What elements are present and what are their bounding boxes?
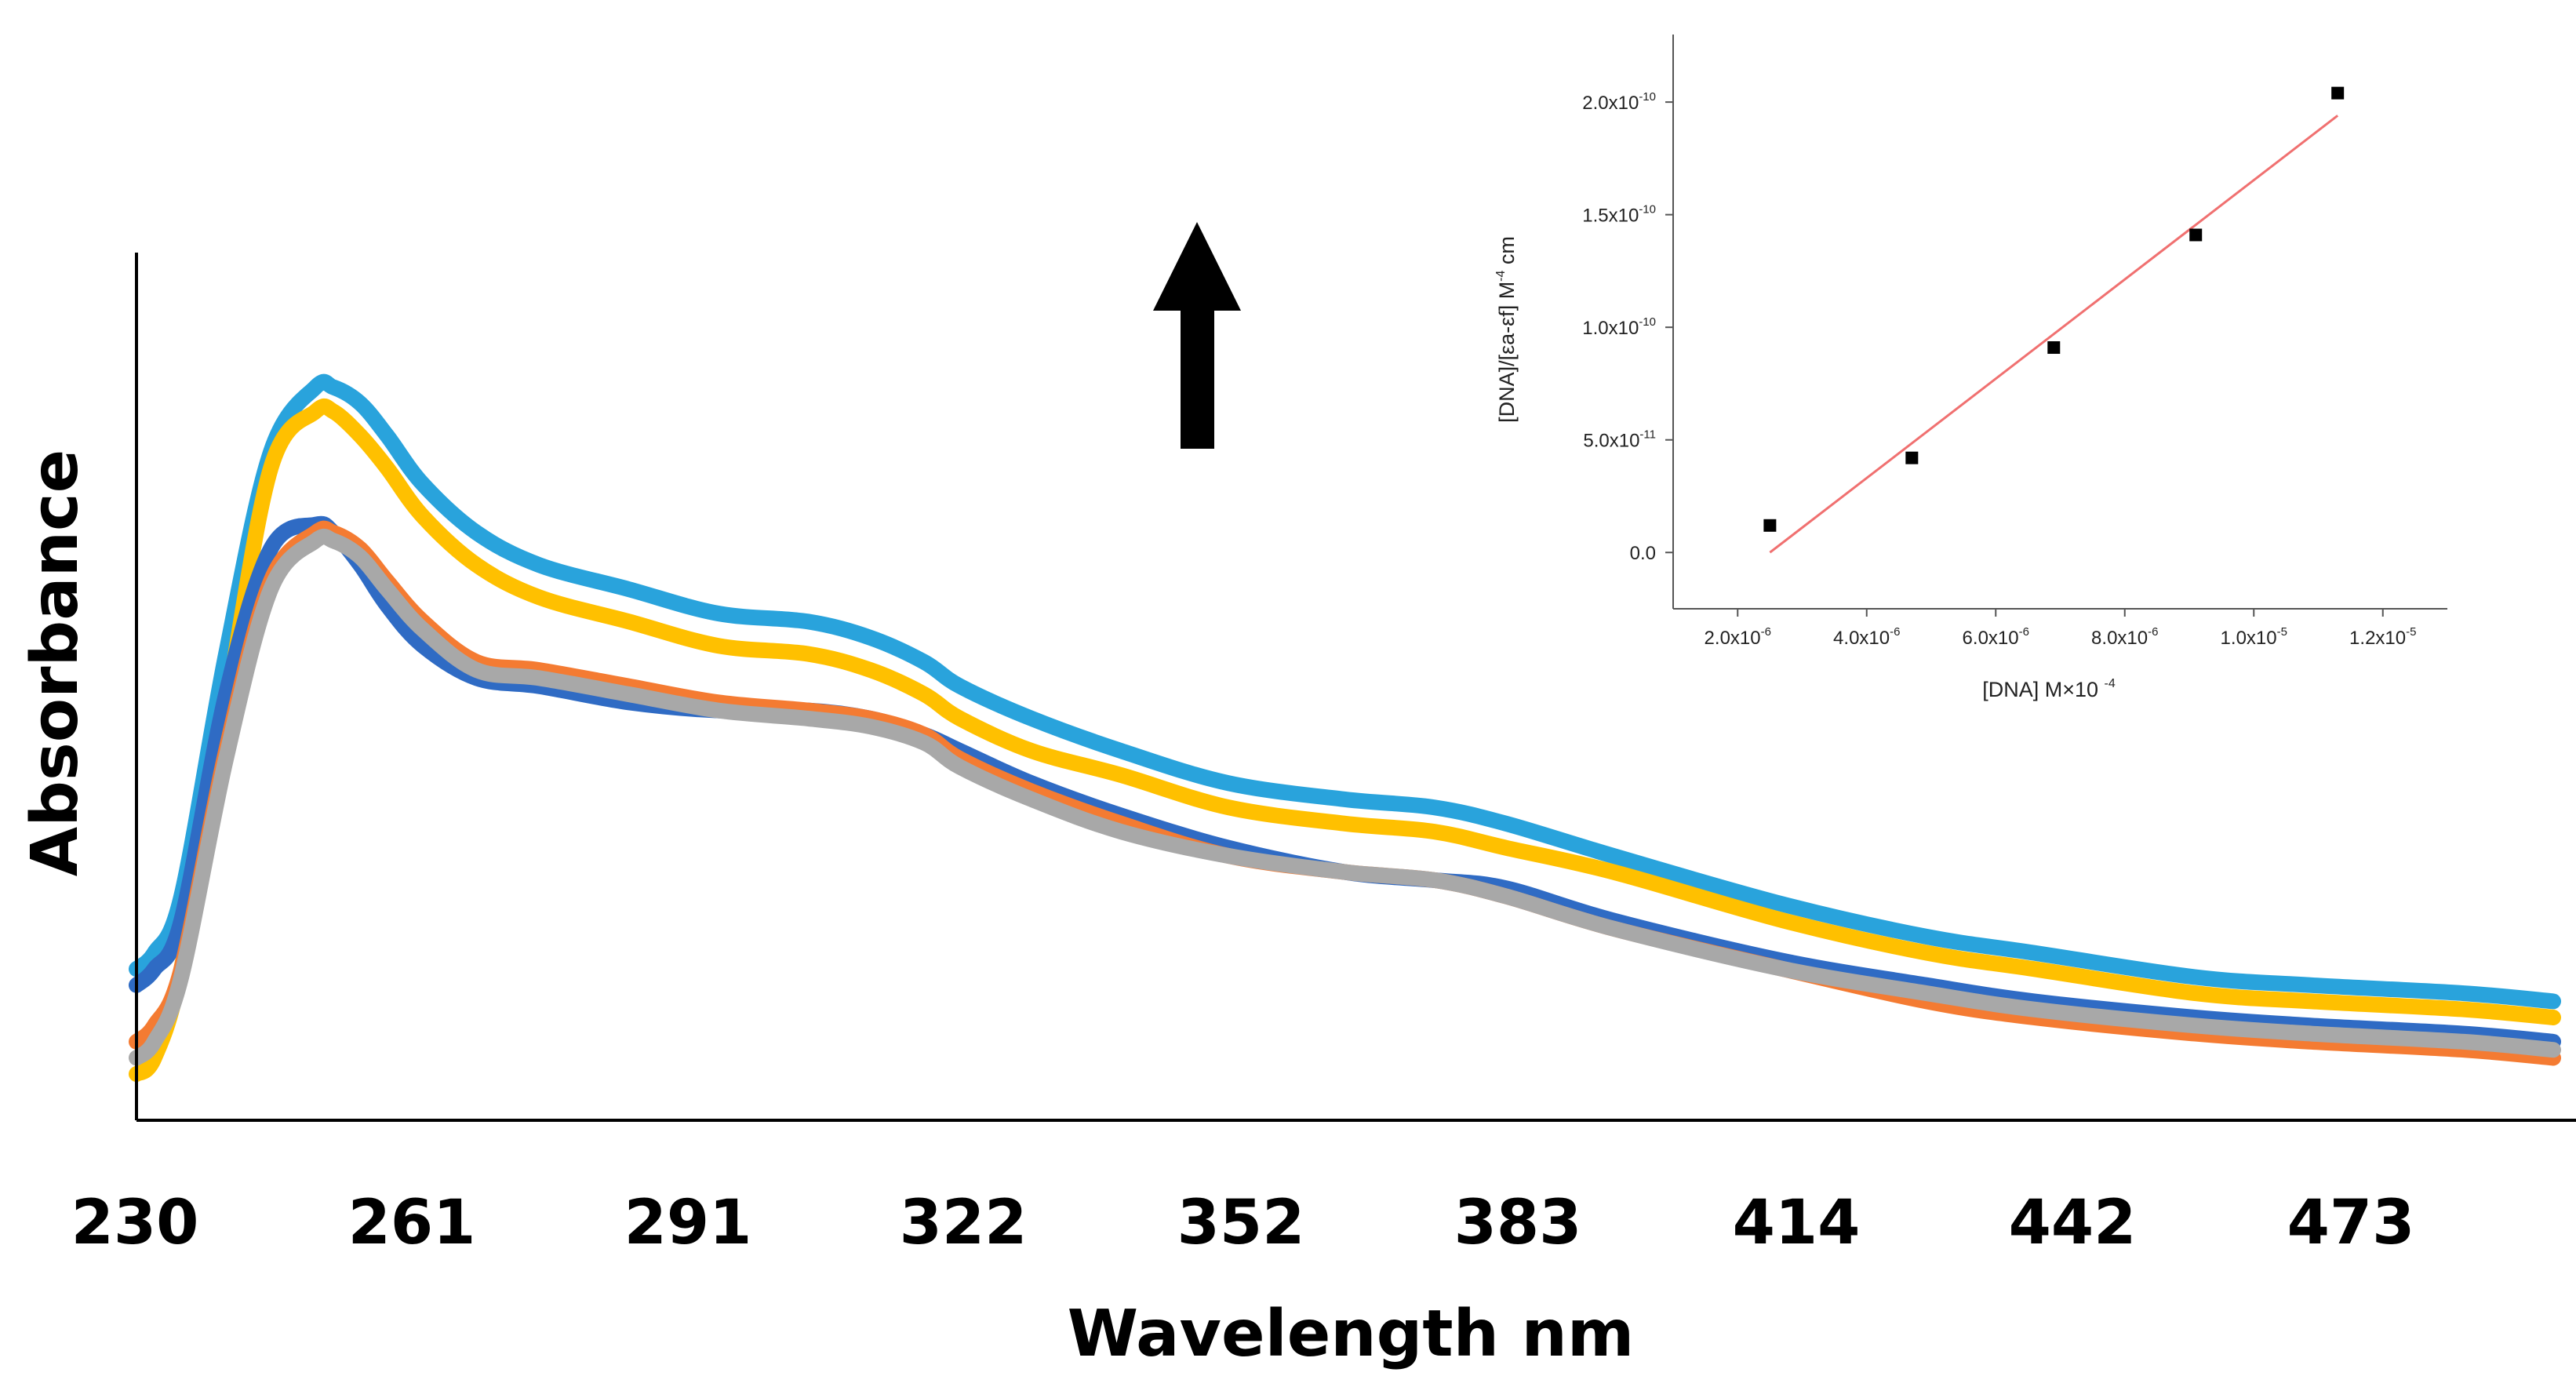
- inset-y-tick-label: 1.0x10-10: [1582, 315, 1656, 339]
- main-x-tick-label: 322: [900, 1188, 1028, 1258]
- spectrum-series-5: [129, 528, 2561, 1066]
- inset-x-tick-label: 4.0x10-6: [1833, 625, 1900, 649]
- inset-data-points: [1763, 86, 2345, 532]
- inset-x-tick-label: 2.0x10-6: [1705, 625, 1771, 649]
- main-x-tick-labels: 230 261 291 322 352 383 414 442 473: [71, 1188, 2415, 1258]
- inset-x-tick-label: 6.0x10-6: [1963, 625, 2029, 649]
- inset-data-point: [2047, 341, 2061, 355]
- inset-data-point: [2331, 86, 2345, 100]
- main-plot-area: [129, 373, 2561, 1083]
- inset-data-point: [2189, 228, 2203, 242]
- main-x-tick-label: 442: [2009, 1188, 2137, 1258]
- main-axes: [135, 253, 2576, 1122]
- inset-chart: 0.05.0x10-111.0x10-101.5x10-102.0x10-10 …: [1494, 35, 2447, 701]
- inset-x-tick-label: 8.0x10-6: [2091, 625, 2158, 649]
- inset-x-tick-label: 1.2x10-5: [2349, 625, 2416, 649]
- inset-y-tick-label: 1.5x10-10: [1582, 203, 1656, 227]
- main-x-tick-label: 230: [71, 1188, 199, 1258]
- inset-x-ticks: 2.0x10-6 4.0x10-6 6.0x10-6 8.0x10-6 1.0x10-5…: [1705, 609, 2416, 649]
- spectrum-series-3: [129, 515, 2561, 1050]
- inset-y-tick-label: 5.0x10-11: [1583, 428, 1656, 452]
- spectrum-series-2: [129, 398, 2561, 1083]
- main-x-tick-label: 414: [1733, 1188, 1861, 1258]
- main-y-axis-title: Absorbance: [18, 450, 93, 876]
- inset-y-tick-label: 0.0: [1630, 543, 1656, 564]
- main-x-tick-label: 291: [624, 1188, 752, 1258]
- inset-y-ticks: 0.0 5.0x10-11 1.0x10-10 1.5x10-10 2.0x10-10: [1582, 90, 1673, 564]
- inset-x-axis-title: [DNA] M×10 -4: [1982, 677, 2116, 701]
- inset-fit-line: [1769, 115, 2339, 554]
- main-x-tick-label: 261: [348, 1188, 476, 1258]
- inset-x-tick-label: 1.0x10-5: [2221, 625, 2287, 649]
- inset-y-tick-label: 2.0x10-10: [1582, 90, 1656, 114]
- inset-data-point: [1763, 519, 1777, 532]
- spectrum-series-1: [129, 373, 2561, 1010]
- main-x-tick-label: 473: [2287, 1188, 2415, 1258]
- up-arrow-annotation: [1153, 222, 1241, 449]
- main-x-tick-label: 352: [1177, 1188, 1305, 1258]
- arrow-head: [1153, 222, 1241, 311]
- inset-axes: [1672, 35, 2447, 610]
- inset-data-point: [1905, 451, 1919, 464]
- arrow-shaft: [1181, 295, 1214, 449]
- inset-fit-line-group: [1769, 115, 2339, 554]
- main-x-tick-label: 383: [1454, 1188, 1582, 1258]
- main-x-axis-title: Wavelength nm: [1068, 1297, 1635, 1371]
- inset-y-axis-title: [DNA]/[εa-εf] M-4 cm: [1494, 236, 1519, 423]
